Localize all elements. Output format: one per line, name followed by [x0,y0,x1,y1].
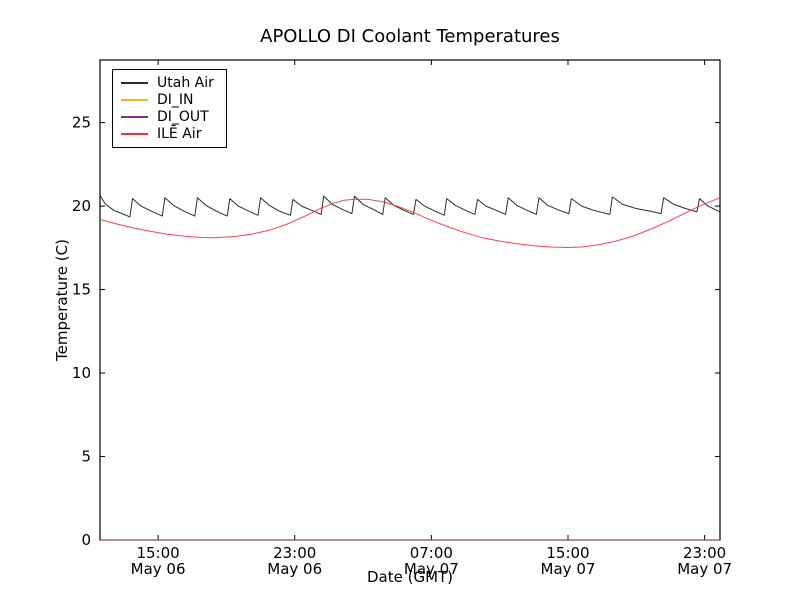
y-tick-label-4: 20 [72,197,91,215]
y-tick-label-0: 0 [81,531,91,549]
legend-item-di-in: DI_IN [121,91,214,108]
legend-line-ile-air [121,132,148,135]
x-tick-label-time-3: 15:00 [546,544,589,562]
y-tick-label-3: 15 [72,281,91,299]
x-tick-label-time-1: 23:00 [273,544,316,562]
legend-label-di-out: DI_OUT [157,108,209,125]
series-line-0 [99,194,721,218]
legend-line-utah-air [121,81,148,84]
legend-item-di-out: DI_OUT [121,108,214,125]
series-line-3 [99,197,721,248]
x-tick-label-date-2: May 07 [404,560,459,578]
x-tick-label-date-3: May 07 [541,560,596,578]
x-tick-label-date-0: May 06 [131,560,186,578]
x-axis-label: Date (GMT) [366,568,454,586]
legend-line-di-out [121,115,148,118]
y-tick-label-1: 5 [81,448,91,466]
legend-label-utah-air: Utah Air [157,74,214,91]
x-tick-label-time-0: 15:00 [136,544,179,562]
chart-title: APOLLO DI Coolant Temperatures [260,26,560,47]
x-tick-label-date-1: May 06 [267,560,322,578]
x-tick-label-time-4: 23:00 [683,544,726,562]
legend: Utah Air DI_IN DI_OUT ILĒ Air [112,69,227,148]
y-tick-label-5: 25 [72,114,91,132]
legend-item-utah-air: Utah Air [121,74,214,91]
x-tick-label-date-4: May 07 [677,560,732,578]
x-tick-label-time-2: 07:00 [410,544,453,562]
legend-item-ile-air: ILĒ Air [121,125,214,142]
legend-label-di-in: DI_IN [157,91,194,108]
legend-line-di-in [121,98,148,101]
legend-label-ile-air: ILĒ Air [157,125,202,142]
y-tick-label-2: 10 [72,364,91,382]
y-axis-label: Temperature (C) [53,239,71,361]
